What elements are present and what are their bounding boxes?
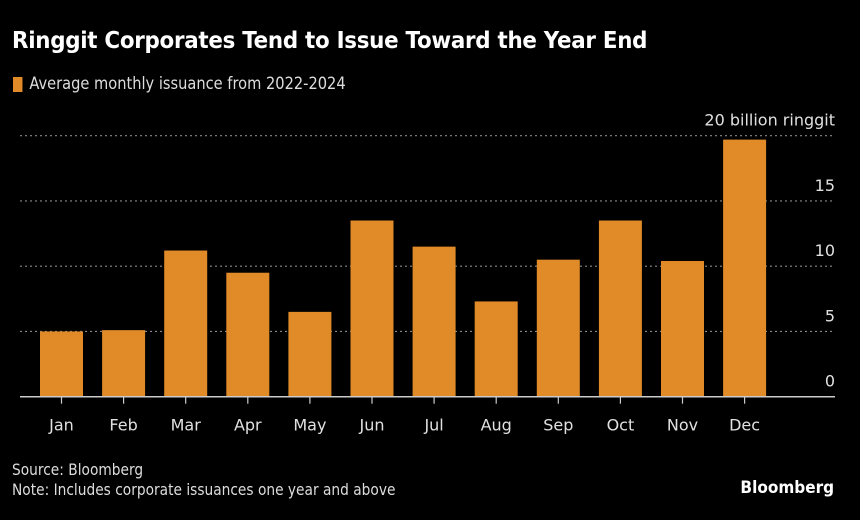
x-tick-label: Apr: [234, 416, 262, 435]
x-tick-label: Dec: [729, 416, 760, 435]
bar-jul: [412, 246, 456, 397]
bar-jun: [350, 220, 394, 397]
legend-label: Average monthly issuance from 2022-2024: [29, 74, 346, 94]
chart-title: Ringgit Corporates Tend to Issue Toward …: [12, 28, 648, 54]
bar-oct: [598, 220, 642, 397]
footer: Source: Bloomberg Note: Includes corpora…: [12, 460, 395, 500]
bars: [40, 139, 767, 397]
x-tick-label: May: [293, 416, 326, 435]
x-tick-label: Jul: [423, 416, 443, 435]
x-tick-label: Mar: [171, 416, 202, 435]
y-axis-ticks: 0 5 10 15 20 billion ringgit: [704, 111, 835, 391]
x-tick-label: Jan: [48, 416, 74, 435]
bar-apr: [226, 272, 270, 397]
x-tick-label: Oct: [607, 416, 635, 435]
bar-nov: [661, 260, 704, 397]
bar-mar: [164, 250, 208, 397]
gridlines: [20, 135, 835, 333]
bar-jan: [40, 331, 83, 397]
x-tick-label: Feb: [109, 416, 137, 435]
source-note: Source: Bloomberg: [12, 460, 144, 479]
x-tick-label: Nov: [667, 416, 698, 435]
y-tick-label: 5: [825, 306, 835, 325]
bar-aug: [474, 301, 518, 397]
bar-sep: [536, 259, 580, 397]
legend: Average monthly issuance from 2022-2024: [13, 74, 346, 94]
y-tick-label: 0: [825, 372, 835, 391]
y-tick-label: 15: [815, 176, 835, 195]
legend-swatch: [13, 76, 23, 92]
bloomberg-logo: Bloomberg: [740, 478, 834, 498]
x-tick-label: Aug: [481, 416, 512, 435]
y-tick-label: 20 billion ringgit: [704, 111, 835, 130]
x-tick-label: Jun: [359, 416, 385, 435]
y-tick-label: 10: [815, 241, 835, 260]
bar-feb: [102, 330, 146, 397]
x-axis: Jan Feb Mar Apr May Jun Jul Aug Sep Oct Nov Dec: [20, 395, 835, 435]
x-tick-label: Sep: [543, 416, 573, 435]
bar-dec: [723, 139, 767, 397]
bar-may: [288, 311, 332, 397]
footnote: Note: Includes corporate issuances one y…: [12, 480, 396, 499]
